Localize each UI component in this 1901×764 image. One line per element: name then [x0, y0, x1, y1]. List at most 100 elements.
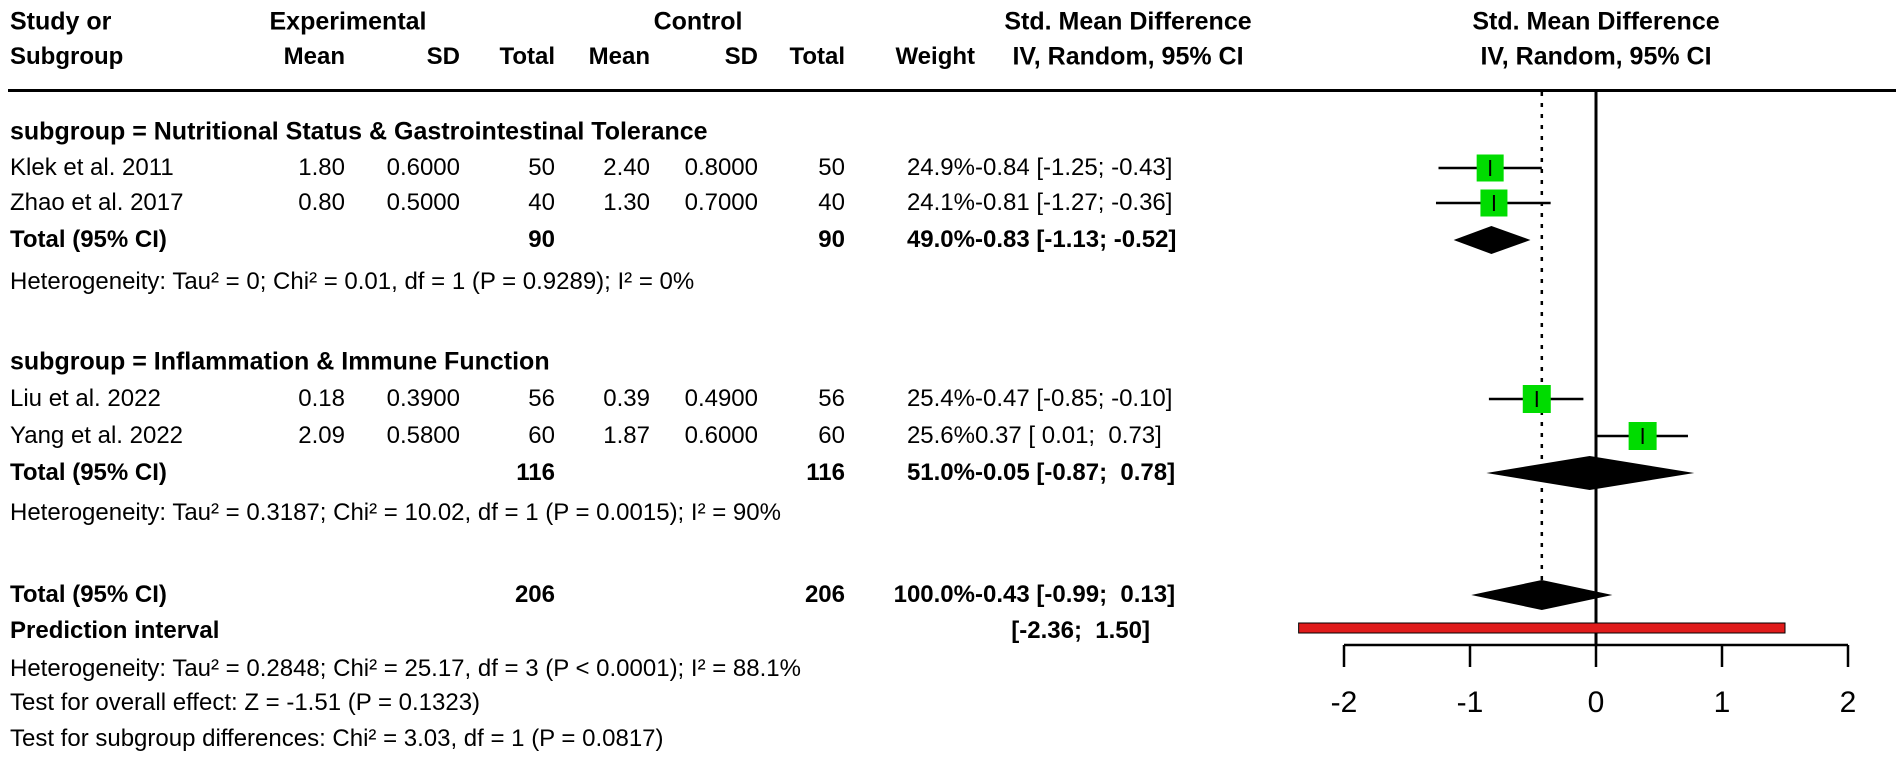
header-divider — [8, 89, 1896, 92]
smd-ci: -0.83 [-1.13; -0.52] — [975, 225, 1177, 253]
exp-mean: 0.18 — [298, 384, 345, 412]
test-subgroup-differences: Test for subgroup differences: Chi² = 3.… — [10, 725, 664, 752]
x-axis-tick-label: 2 — [1840, 686, 1857, 719]
header-smd-plot-col: Std. Mean Difference — [1472, 7, 1720, 36]
ctrl-mean: 0.39 — [603, 384, 650, 412]
weight: 24.1% — [906, 188, 975, 216]
subgroup1-heading: subgroup = Nutritional Status & Gastroin… — [10, 117, 708, 146]
empty-cell — [345, 227, 460, 253]
study-label: Yang et al. 2022 — [10, 421, 184, 449]
empty-cell — [345, 618, 460, 644]
header-study-line1: Study or — [10, 7, 112, 36]
heterogeneity-subgroup2: Heterogeneity: Tau² = 0.3187; Chi² = 10.… — [10, 499, 781, 526]
ctrl-mean: 2.40 — [603, 153, 650, 181]
header-experimental: Experimental — [269, 7, 427, 36]
ctrl-sd: 0.6000 — [684, 421, 758, 449]
weight: 51.0% — [906, 458, 975, 486]
effect-square — [1476, 154, 1504, 182]
ctrl-mean: 1.30 — [603, 188, 650, 216]
table-row-liu: Liu et al. 2022 0.18 0.3900 56 0.39 0.49… — [10, 384, 1173, 412]
prediction-ci: [-2.36; 1.50] — [1011, 616, 1150, 644]
smd-ci: -0.81 [-1.27; -0.36] — [975, 188, 1173, 216]
header-weight: Weight — [895, 42, 975, 70]
x-axis-tick-label: 1 — [1714, 686, 1731, 719]
empty-cell — [650, 582, 758, 608]
empty-cell — [555, 582, 650, 608]
weight: 49.0% — [906, 225, 975, 253]
table-row-prediction-interval: Prediction interval [-2.36; 1.50] — [10, 616, 1150, 644]
table-row-yang: Yang et al. 2022 2.09 0.5800 60 1.87 0.6… — [10, 421, 1162, 449]
ctrl-total: 206 — [804, 580, 845, 608]
table-row-subtotal1: Total (95% CI) 90 90 49.0% -0.83 [-1.13;… — [10, 225, 1177, 253]
exp-total: 40 — [528, 188, 555, 216]
exp-total: 116 — [516, 458, 555, 486]
empty-cell — [460, 618, 555, 644]
header-ctrl-mean: Mean — [588, 42, 650, 70]
header-control: Control — [653, 7, 743, 36]
table-row-subtotal2: Total (95% CI) 116 116 51.0% -0.05 [-0.8… — [10, 458, 1176, 486]
table-row-zhao: Zhao et al. 2017 0.80 0.5000 40 1.30 0.7… — [10, 188, 1173, 216]
exp-sd: 0.5800 — [386, 421, 460, 449]
empty-cell — [260, 618, 345, 644]
header-ctrl-sd: SD — [724, 42, 758, 70]
exp-total: 206 — [514, 580, 555, 608]
header-ctrl-total: Total — [789, 42, 845, 70]
ctrl-total: 50 — [818, 153, 845, 181]
exp-total: 50 — [528, 153, 555, 181]
empty-cell — [555, 460, 650, 486]
prediction-label: Prediction interval — [10, 616, 220, 644]
exp-sd: 0.5000 — [386, 188, 460, 216]
total-label: Total (95% CI) — [10, 580, 167, 608]
weight: 24.9% — [906, 153, 975, 181]
exp-sd: 0.6000 — [386, 153, 460, 181]
header-columns-row: Subgroup Mean SD Total Mean SD Total Wei… — [10, 42, 1150, 70]
table-row-klek: Klek et al. 2011 1.80 0.6000 50 2.40 0.8… — [10, 153, 1172, 181]
prediction-interval-bar — [1298, 622, 1786, 634]
empty-cell — [555, 618, 650, 644]
empty-cell — [260, 582, 345, 608]
subgroup-total-diamond — [1453, 226, 1531, 254]
empty-cell — [260, 460, 345, 486]
exp-mean: 0.80 — [298, 188, 345, 216]
empty-cell — [345, 460, 460, 486]
x-axis-tick-label: 0 — [1588, 686, 1605, 719]
subgroup-total-diamond — [1486, 456, 1695, 490]
ctrl-total: 56 — [818, 384, 845, 412]
header-smd-text-col: Std. Mean Difference — [1004, 7, 1252, 36]
total-label: Total (95% CI) — [10, 225, 167, 253]
empty-cell — [650, 618, 758, 644]
subgroup2-heading: subgroup = Inflammation & Immune Functio… — [10, 347, 550, 376]
smd-ci: -0.05 [-0.87; 0.78] — [975, 458, 1176, 486]
heterogeneity-subgroup1: Heterogeneity: Tau² = 0; Chi² = 0.01, df… — [10, 268, 695, 295]
empty-cell — [345, 582, 460, 608]
empty-cell — [555, 227, 650, 253]
effect-square — [1480, 189, 1508, 217]
ctrl-total: 90 — [818, 225, 845, 253]
overall-total-diamond — [1471, 580, 1613, 610]
effect-square — [1522, 385, 1551, 413]
empty-cell — [650, 460, 758, 486]
study-label: Klek et al. 2011 — [10, 153, 174, 181]
empty-cell — [845, 618, 975, 644]
smd-ci: -0.47 [-0.85; -0.10] — [975, 384, 1173, 412]
header-exp-mean: Mean — [283, 42, 345, 70]
header-model-plot-col: IV, Random, 95% CI — [1480, 42, 1712, 71]
weight: 25.6% — [906, 421, 975, 449]
exp-total: 60 — [528, 421, 555, 449]
exp-mean: 1.80 — [298, 153, 345, 181]
weight: 100.0% — [893, 580, 975, 608]
header-exp-sd: SD — [426, 42, 460, 70]
test-overall-effect: Test for overall effect: Z = -1.51 (P = … — [10, 689, 481, 716]
smd-ci: -0.43 [-0.99; 0.13] — [975, 580, 1176, 608]
exp-total: 56 — [528, 384, 555, 412]
ctrl-sd: 0.4900 — [684, 384, 758, 412]
exp-mean: 2.09 — [298, 421, 345, 449]
ctrl-sd: 0.8000 — [684, 153, 758, 181]
x-axis-tick-label: -1 — [1457, 686, 1484, 719]
ctrl-sd: 0.7000 — [684, 188, 758, 216]
ctrl-total: 60 — [818, 421, 845, 449]
ctrl-total: 116 — [806, 458, 845, 486]
header-subgroup: Subgroup — [10, 42, 124, 70]
